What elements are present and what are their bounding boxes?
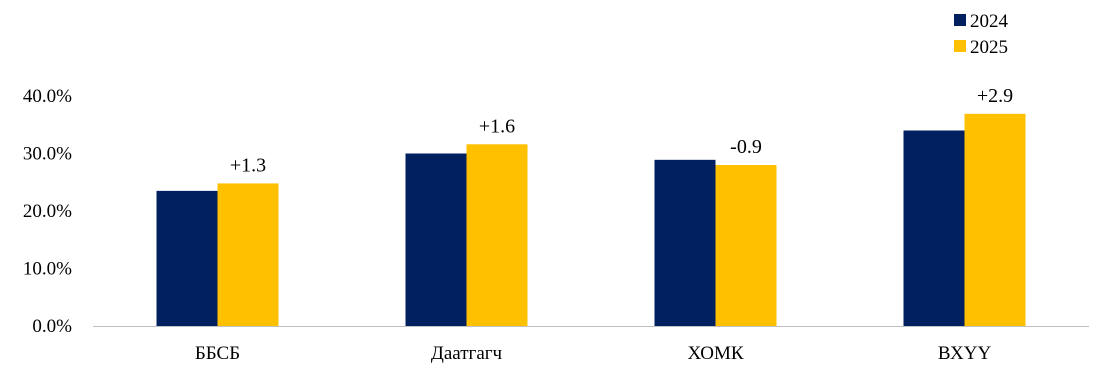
data-label: -0.9: [730, 136, 762, 158]
y-tick-label: 20.0%: [23, 201, 72, 222]
bar-2025-0: [217, 183, 279, 326]
x-category-label: ХОМК: [687, 343, 743, 364]
x-category-label: Даатгагч: [431, 343, 503, 364]
data-label: +2.9: [977, 85, 1013, 107]
legend-label: 2024: [970, 11, 1009, 32]
bars-group: [156, 113, 1026, 326]
bar-2025-3: [964, 113, 1026, 326]
bar-2025-2: [715, 165, 777, 326]
data-labels-group: +1.3 +1.6 -0.9 +2.9: [230, 85, 1013, 177]
bar-2024-2: [654, 159, 716, 326]
legend: 2024 2025: [954, 11, 1009, 58]
bar-2024-3: [903, 130, 965, 326]
legend-swatch-2024: [954, 14, 966, 26]
bar-2024-1: [405, 153, 467, 326]
data-label: +1.3: [230, 154, 266, 176]
bar-2024-0: [156, 190, 218, 326]
y-tick-label: 10.0%: [23, 259, 72, 280]
legend-swatch-2025: [954, 40, 966, 52]
x-category-label: ВХҮҮ: [938, 343, 992, 364]
legend-label: 2025: [970, 37, 1008, 58]
bar-2025-1: [466, 144, 528, 326]
x-category-label: ББСБ: [195, 343, 240, 364]
y-tick-label: 0.0%: [32, 316, 72, 337]
y-tick-label: 40.0%: [23, 86, 72, 107]
y-tick-label: 30.0%: [23, 144, 72, 165]
category-labels-group: ББСБ Даатгагч ХОМК ВХҮҮ: [195, 343, 992, 364]
y-axis: 0.0% 10.0% 20.0% 30.0% 40.0%: [23, 86, 72, 337]
data-label: +1.6: [479, 115, 515, 137]
